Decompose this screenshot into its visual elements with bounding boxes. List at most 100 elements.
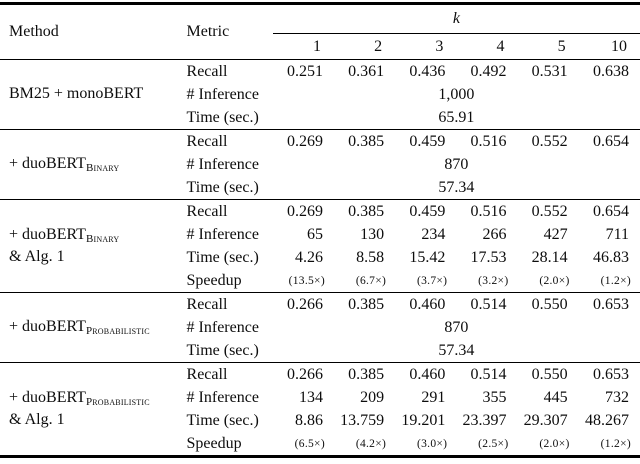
metric-cell: Time (sec.) (186, 248, 259, 266)
metric-cell: # Inference (186, 155, 259, 173)
value-cell: 0.516 (470, 132, 507, 150)
value-cell: (1.2×) (600, 274, 631, 287)
method-group: + duoBERTProbabilistic Recall 0.266 0.385 0.… (0, 293, 640, 363)
method-name-text: + duoBERT (9, 388, 86, 406)
value-cell: 0.385 (348, 365, 385, 383)
method-cell: + duoBERTBinary & Alg. 1 (0, 200, 181, 293)
metric-cell: Speedup (186, 271, 242, 289)
value-cell: 0.516 (470, 202, 507, 220)
k-value-header: 2 (374, 37, 383, 55)
value-cell: 0.266 (286, 295, 323, 313)
value-cell-merged: 57.34 (438, 178, 475, 196)
value-cell: 0.531 (531, 62, 568, 80)
metric-cell: Recall (186, 132, 228, 150)
metric-cell: # Inference (186, 225, 259, 243)
value-cell-merged: 65.91 (438, 108, 475, 126)
value-cell: 355 (482, 388, 507, 406)
value-cell: 0.638 (593, 62, 629, 80)
table-row: # Inference 870 (0, 153, 640, 176)
table-header: Method Metric k 1 2 3 4 5 10 (0, 3, 640, 60)
value-cell: 711 (605, 225, 629, 243)
value-cell: (3.7×) (416, 274, 448, 287)
k-value-header: 4 (496, 37, 505, 55)
value-cell: (3.2×) (478, 274, 509, 287)
table-row: + duoBERTBinary & Alg. 1 Recall 0.269 0.385 0… (0, 200, 640, 266)
value-cell: 0.654 (593, 132, 629, 150)
metric-cell: Time (sec.) (186, 178, 259, 196)
table-row: Time (sec.) 57.34 (0, 176, 640, 200)
value-cell: 0.653 (593, 295, 629, 313)
value-cell: 48.267 (585, 411, 629, 429)
value-cell: (2.0×) (539, 274, 570, 287)
value-cell: 15.42 (409, 248, 446, 266)
method-label: + duoBERTBinary (9, 224, 181, 246)
value-cell: 0.361 (348, 62, 385, 80)
value-cell-merged: 57.34 (438, 341, 475, 359)
value-cell: (6.5×) (294, 437, 325, 450)
value-cell: (4.2×) (355, 437, 387, 450)
value-cell: 0.552 (531, 202, 568, 220)
table-row: BM25 + monoBERT Recall 0.251 0.361 0.436 0.49… (0, 60, 640, 103)
value-cell-merged: 870 (444, 318, 469, 336)
value-cell: 65 (306, 225, 323, 243)
value-cell: (1.2×) (600, 437, 631, 450)
value-cell: 445 (543, 388, 568, 406)
value-cell-merged: 870 (444, 155, 469, 173)
metric-cell: Speedup (186, 434, 242, 452)
method-name-text: + duoBERT (9, 225, 86, 243)
table-row: Speedup (6.5×) (4.2×) (3.0×) (2.5×) (2.0×) (1.… (0, 432, 640, 457)
value-cell: 8.58 (356, 248, 385, 266)
table-row: Time (sec.) 65.91 (0, 106, 640, 130)
table-row: Time (sec.) 57.34 (0, 339, 640, 363)
value-cell: 732 (605, 388, 629, 406)
metric-cell: Time (sec.) (186, 108, 259, 126)
value-cell: 0.514 (470, 295, 507, 313)
value-cell: 0.514 (470, 365, 507, 383)
k-column-group-header: k (272, 3, 640, 34)
value-cell: 130 (360, 225, 385, 243)
method-subscript: Probabilistic (85, 395, 150, 408)
value-cell-merged: 1,000 (438, 85, 475, 103)
value-cell: 0.269 (286, 202, 323, 220)
metric-cell: # Inference (186, 318, 259, 336)
method-group: + duoBERTProbabilistic & Alg. 1 Recall 0.26… (0, 363, 640, 457)
table-row: Time (sec.) 4.26 8.58 15.42 17.53 28.14 46.83 (0, 246, 640, 269)
value-cell: 29.307 (523, 411, 568, 429)
k-value-header: 3 (435, 37, 444, 55)
method-cell: + duoBERTBinary (0, 130, 181, 200)
metric-cell: # Inference (186, 85, 259, 103)
metric-cell: Recall (186, 202, 228, 220)
header-row-k-values: 1 2 3 4 5 10 (0, 34, 640, 60)
value-cell: 0.654 (593, 202, 629, 220)
value-cell: 0.552 (531, 132, 568, 150)
value-cell: 0.266 (286, 365, 323, 383)
metric-cell: Recall (186, 295, 228, 313)
method-group: BM25 + monoBERT Recall 0.251 0.361 0.436 0.49… (0, 60, 640, 130)
value-cell: 0.460 (409, 365, 446, 383)
method-name-text: BM25 + monoBERT (9, 85, 144, 103)
value-cell: 4.26 (294, 248, 323, 266)
value-cell: (6.7×) (355, 274, 387, 287)
method-label-line2: & Alg. 1 (9, 411, 65, 428)
metric-cell: Time (sec.) (186, 341, 259, 359)
method-label: + duoBERTBinary (9, 153, 181, 175)
metric-cell: Time (sec.) (186, 411, 259, 429)
method-name-text: + duoBERT (9, 318, 86, 336)
value-cell: 0.460 (409, 295, 446, 313)
value-cell: 17.53 (470, 248, 507, 266)
value-cell: 28.14 (531, 248, 568, 266)
value-cell: 234 (421, 225, 446, 243)
method-name-text: + duoBERT (9, 155, 86, 173)
value-cell: 0.269 (286, 132, 323, 150)
table-row: + duoBERTProbabilistic & Alg. 1 Recall 0.26… (0, 363, 640, 429)
value-cell: 209 (360, 388, 385, 406)
method-label: + duoBERTProbabilistic (9, 387, 181, 409)
value-cell: 291 (421, 388, 446, 406)
metric-column-header: Metric (186, 23, 230, 40)
value-cell: 0.385 (348, 202, 385, 220)
table-row: # Inference 65 130 234 266 427 711 (0, 223, 640, 246)
value-cell: 0.385 (348, 132, 385, 150)
value-cell: 0.492 (470, 62, 507, 80)
